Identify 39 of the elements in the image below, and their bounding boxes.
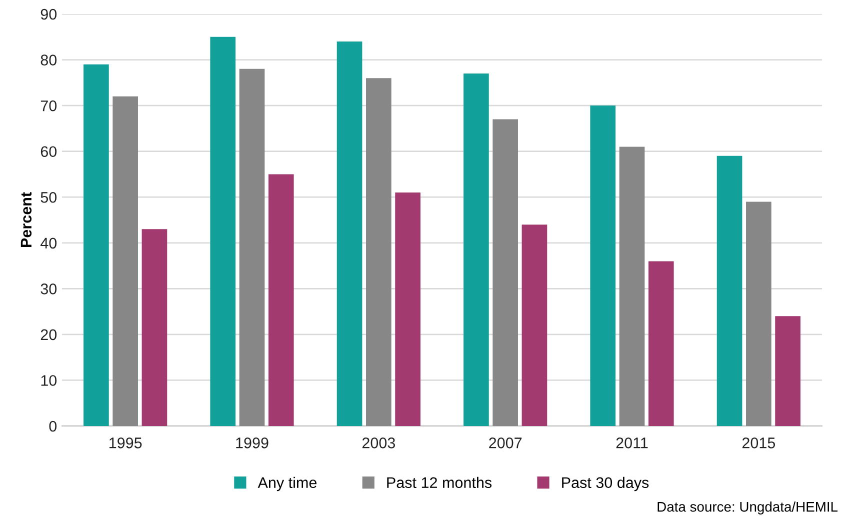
y-tick-label: 80: [40, 54, 57, 66]
x-tick-label: 1995: [110, 438, 142, 448]
bar: [716, 156, 742, 426]
bar: [746, 202, 772, 426]
bar: [210, 36, 236, 426]
y-tick-label: 20: [40, 329, 57, 340]
x-tick-label: 2015: [742, 438, 776, 448]
legend-label: Past 30 days: [562, 476, 649, 492]
bar: [590, 106, 616, 426]
x-tick-label: 2007: [489, 438, 522, 448]
legend-label: Past 12 months: [387, 476, 492, 488]
y-tick-label: 0: [49, 420, 57, 432]
bar: [239, 68, 265, 426]
x-tick-label: 2003: [362, 438, 395, 448]
bar: [464, 74, 489, 426]
x-tick-label: 2011: [616, 438, 648, 448]
bar: [395, 192, 420, 426]
y-tick-label: 10: [41, 375, 57, 386]
bar: [619, 146, 645, 426]
bar: [112, 96, 138, 426]
bar: [492, 119, 518, 426]
bar: [336, 41, 362, 426]
y-tick-label: 50: [40, 192, 57, 203]
bar: [775, 316, 800, 426]
bar: [648, 261, 674, 426]
y-tick-label: 70: [40, 100, 57, 112]
bar: [366, 78, 392, 426]
legend-label: Any time: [258, 476, 317, 492]
y-tick-label: 40: [40, 238, 57, 249]
bar: [84, 64, 109, 426]
y-axis-title: Percent: [20, 192, 32, 247]
bar: [522, 224, 548, 426]
bar: [268, 174, 294, 426]
x-tick-label: 1999: [236, 438, 268, 448]
y-tick-label: 90: [40, 8, 57, 20]
source-note: Data source: Ungdata/HEMIL: [658, 502, 838, 514]
y-tick-label: 60: [40, 146, 57, 158]
y-tick-label: 30: [40, 284, 57, 294]
bar: [142, 229, 168, 426]
